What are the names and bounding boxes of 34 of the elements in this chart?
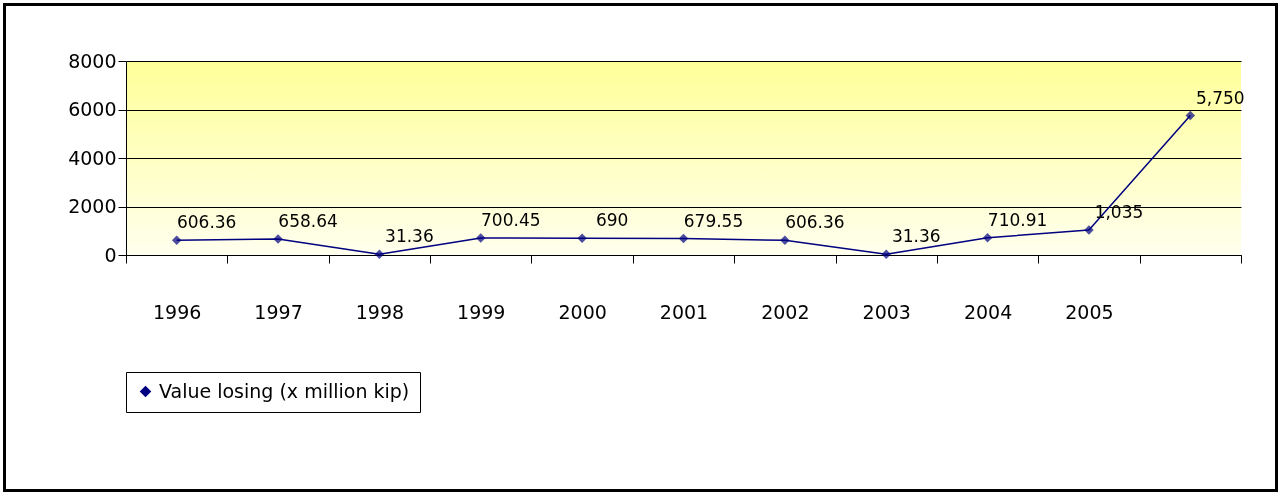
data-label: 690 <box>595 210 629 231</box>
y-tick-label: 4000 <box>68 146 117 169</box>
x-tick-label: 2002 <box>761 300 810 323</box>
data-label: 5,750 <box>1195 87 1245 108</box>
point <box>678 233 689 244</box>
data-label: 606.36 <box>176 212 237 233</box>
data-label: 710.91 <box>987 209 1048 230</box>
x-tick-label: 1999 <box>457 300 506 323</box>
data-label: 658.64 <box>278 211 338 232</box>
x-tick-label: 2003 <box>862 300 911 323</box>
data-label: 31.36 <box>385 226 434 247</box>
y-tick-label: 0 <box>104 243 117 266</box>
data-label: 679.55 <box>683 210 744 231</box>
x-tick-label: 2000 <box>558 300 607 323</box>
data-label: 606.36 <box>785 212 845 233</box>
x-tick-label: 2001 <box>659 300 709 323</box>
point <box>577 233 587 244</box>
x-tick-label: 1998 <box>355 300 405 323</box>
data-label: 31.36 <box>891 226 941 247</box>
x-tick-label: 2004 <box>963 300 1013 323</box>
point <box>171 235 182 246</box>
data-label: 700.45 <box>481 210 541 231</box>
point <box>881 249 891 259</box>
y-tick-label: 8000 <box>68 49 117 72</box>
y-tick-label: 2000 <box>68 195 117 217</box>
x-tick-label: 1997 <box>254 300 303 323</box>
y-tick-label: 6000 <box>68 98 117 120</box>
point <box>982 233 993 243</box>
point <box>1185 110 1196 121</box>
x-tick-label: 1996 <box>153 300 202 323</box>
point <box>780 235 790 246</box>
x-tick-label: 2005 <box>1065 300 1114 323</box>
point <box>374 249 385 259</box>
legend-label: Value losing (x million kip) <box>159 379 410 402</box>
